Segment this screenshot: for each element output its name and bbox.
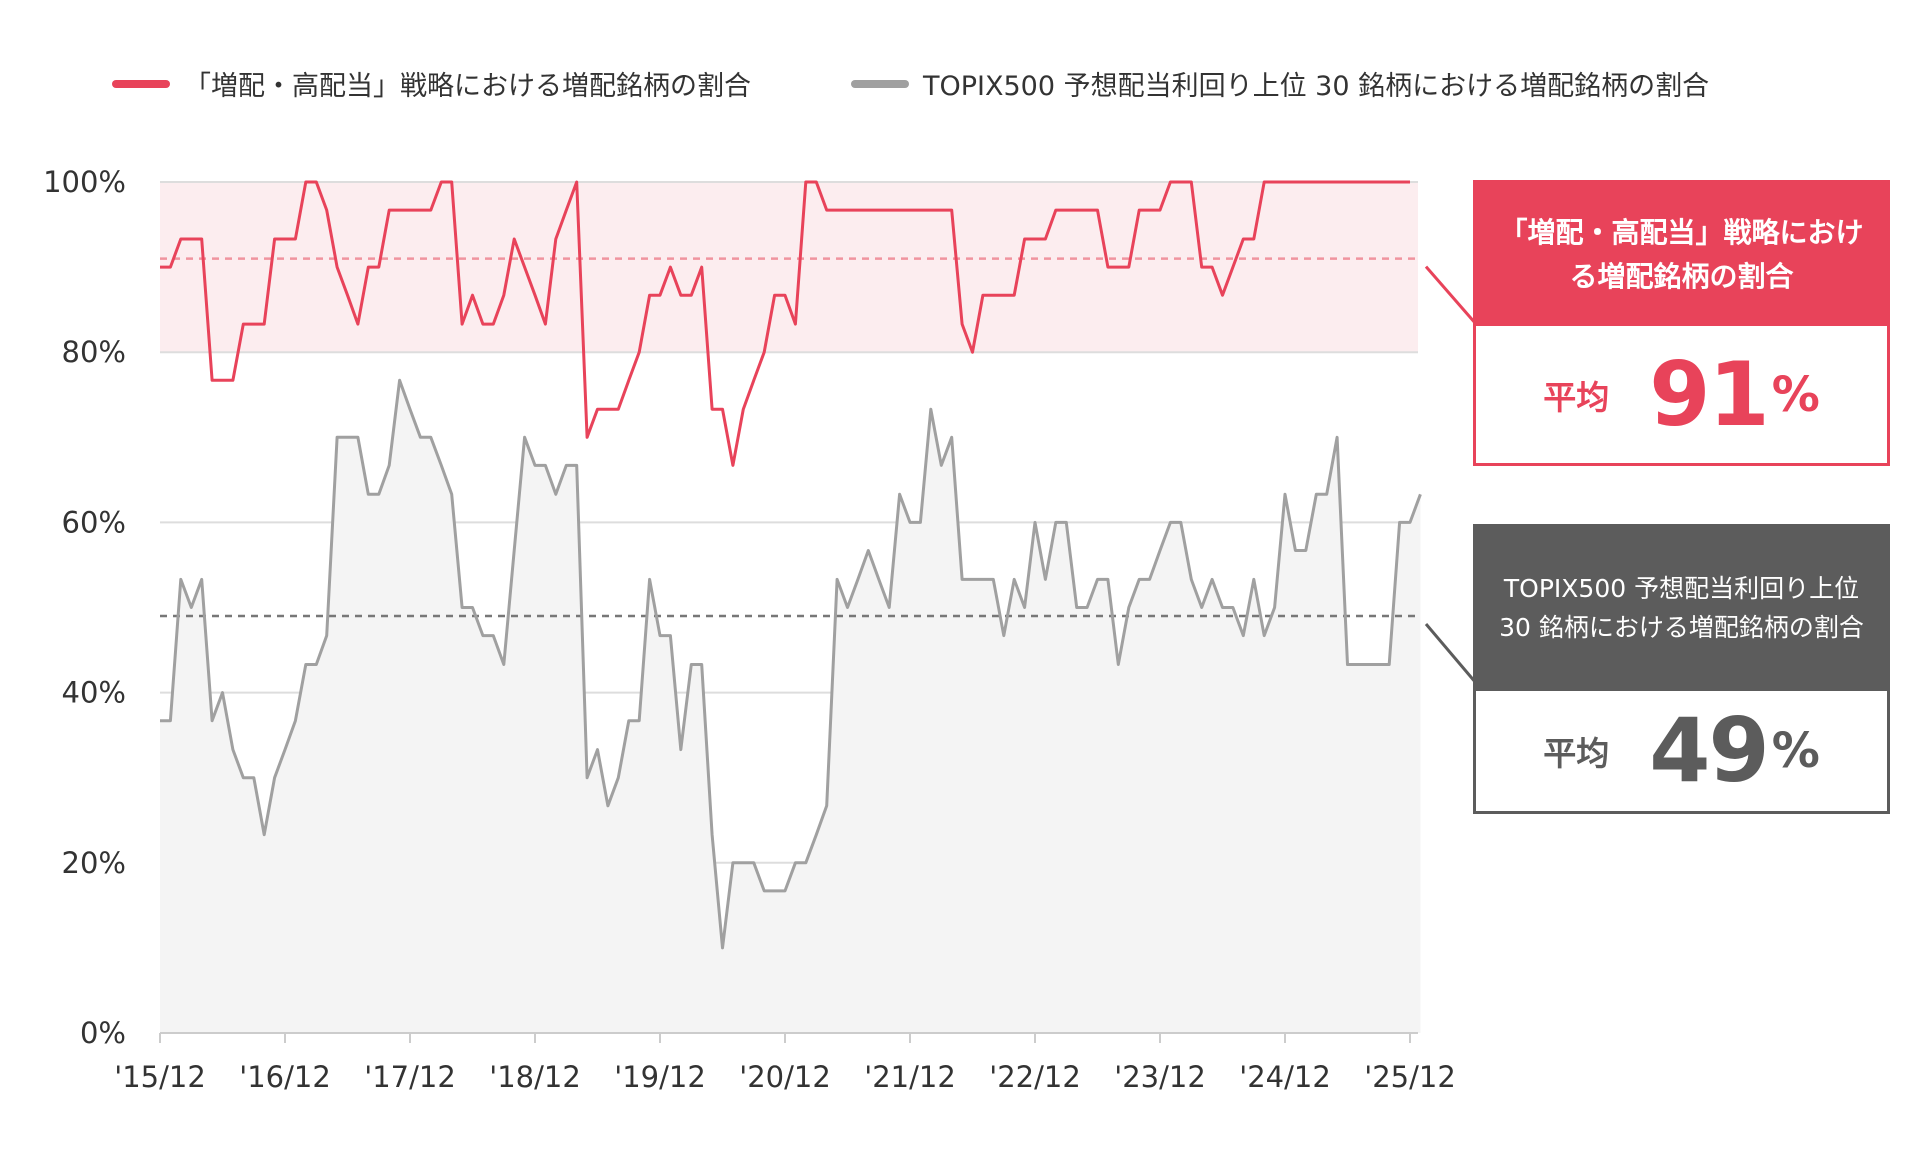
y-tick-labels: 0% 20% 40% 60% 80% 100% (43, 165, 126, 1050)
topix-average-callout: TOPIX500 予想配当利回り上位 30 銘柄における増配銘柄の割合 平均 4… (1473, 524, 1890, 814)
strategy-average-unit: % (1771, 366, 1820, 423)
x-tick-label: '18/12 (489, 1060, 581, 1094)
legend-label-topix: TOPIX500 予想配当利回り上位 30 銘柄における増配銘柄の割合 (923, 71, 1710, 102)
x-tick-label: '21/12 (864, 1060, 956, 1094)
x-tick-label: '19/12 (614, 1060, 706, 1094)
legend-label-strategy: 「増配・高配当」戦略における増配銘柄の割合 (184, 71, 751, 102)
x-tick-label: '25/12 (1364, 1060, 1456, 1094)
y-tick-label: 0% (80, 1016, 126, 1050)
average-lines (160, 257, 1418, 618)
x-tick-label: '22/12 (989, 1060, 1081, 1094)
y-tick-label: 40% (62, 676, 126, 710)
callout-connectors (1424, 265, 1478, 684)
topix-callout-connector (1424, 623, 1478, 684)
strategy-callout-title: 「増配・高配当」戦略における増配銘柄の割合 (1476, 183, 1887, 326)
x-tick-label: '16/12 (239, 1060, 331, 1094)
topix-average-value: 49 (1649, 699, 1769, 802)
strategy-callout-body: 平均 91 % (1476, 326, 1887, 463)
topix-series-line (160, 378, 1422, 950)
y-tick-label: 80% (62, 335, 126, 369)
chart-legend: 「増配・高配当」戦略における増配銘柄の割合 TOPIX500 予想配当利回り上位… (112, 64, 1709, 103)
topix-average-label: 平均 (1543, 734, 1610, 773)
series-areas (160, 380, 1421, 1033)
x-tick-labels: '15/12 '16/12 '17/12 '18/12 '19/12 '20/12 '21/… (114, 1060, 1456, 1094)
legend-swatch-strategy (112, 79, 170, 88)
strategy-average-label: 平均 (1543, 377, 1610, 417)
top-range-band (160, 182, 1418, 353)
topix-average-unit: % (1771, 723, 1820, 779)
x-tick-label: '20/12 (739, 1060, 831, 1094)
x-tick-label: '24/12 (1239, 1060, 1331, 1094)
x-tick-label: '23/12 (1114, 1060, 1206, 1094)
shaded-bands (160, 182, 1418, 353)
legend-item-topix: TOPIX500 予想配当利回り上位 30 銘柄における増配銘柄の割合 (851, 64, 1709, 103)
series-lines (160, 180, 1422, 950)
topix-callout-title: TOPIX500 予想配当利回り上位 30 銘柄における増配銘柄の割合 (1476, 527, 1887, 691)
strategy-callout-connector (1424, 265, 1478, 325)
legend-item-strategy: 「増配・高配当」戦略における増配銘柄の割合 (112, 64, 751, 103)
y-tick-label: 60% (62, 505, 126, 539)
x-tick-label: '17/12 (364, 1060, 456, 1094)
strategy-average-callout: 「増配・高配当」戦略における増配銘柄の割合 平均 91 % (1473, 180, 1890, 466)
topix-area-fill (160, 380, 1421, 1033)
y-tick-label: 20% (62, 846, 126, 880)
strategy-average-value: 91 (1649, 342, 1769, 446)
axes (159, 1032, 1418, 1043)
legend-swatch-topix (851, 79, 909, 88)
y-tick-label: 100% (43, 165, 126, 199)
topix-callout-body: 平均 49 % (1476, 691, 1887, 811)
strategy-series-line (160, 180, 1410, 467)
x-tick-label: '15/12 (114, 1060, 206, 1094)
